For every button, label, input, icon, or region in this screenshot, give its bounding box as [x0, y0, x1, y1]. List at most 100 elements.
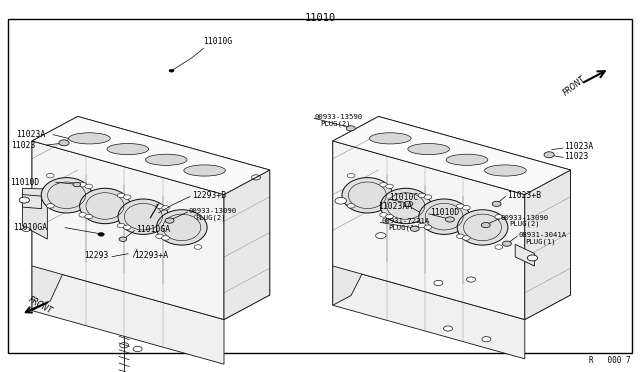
Text: PLUG(2): PLUG(2)	[195, 214, 226, 221]
Ellipse shape	[457, 210, 508, 245]
Polygon shape	[515, 244, 534, 266]
Text: 11023A: 11023A	[16, 130, 45, 139]
Polygon shape	[333, 141, 525, 320]
Text: 11010D: 11010D	[430, 208, 460, 217]
Circle shape	[418, 223, 426, 228]
Circle shape	[346, 126, 355, 131]
Circle shape	[481, 222, 490, 228]
Ellipse shape	[369, 133, 411, 144]
Circle shape	[59, 140, 69, 146]
Polygon shape	[333, 241, 378, 305]
Circle shape	[380, 213, 387, 217]
Text: 12293: 12293	[84, 251, 109, 260]
Text: PLUG(1): PLUG(1)	[525, 238, 556, 245]
Circle shape	[467, 277, 476, 282]
Text: PLUG(2): PLUG(2)	[320, 120, 351, 127]
Circle shape	[22, 227, 30, 232]
Polygon shape	[32, 141, 224, 320]
Text: R   000 7: R 000 7	[589, 356, 630, 365]
Text: PLUG(1): PLUG(1)	[388, 224, 419, 231]
Polygon shape	[22, 195, 42, 209]
Text: 11023: 11023	[12, 141, 36, 150]
Polygon shape	[333, 116, 570, 195]
Circle shape	[444, 326, 452, 331]
Ellipse shape	[79, 188, 131, 224]
Ellipse shape	[145, 154, 187, 166]
Circle shape	[495, 245, 502, 249]
Circle shape	[482, 337, 491, 342]
Text: 11023+B: 11023+B	[507, 191, 541, 200]
Text: 08931-7221A: 08931-7221A	[381, 218, 429, 224]
Text: 11010G: 11010G	[204, 38, 233, 46]
Circle shape	[410, 226, 419, 231]
Ellipse shape	[156, 210, 207, 245]
Text: 11010C: 11010C	[389, 193, 419, 202]
Text: PLUG(2): PLUG(2)	[509, 221, 540, 227]
Ellipse shape	[380, 188, 431, 224]
Polygon shape	[22, 188, 47, 239]
Polygon shape	[224, 170, 269, 320]
Polygon shape	[77, 116, 269, 295]
Text: 00933-13590: 00933-13590	[315, 114, 363, 120]
Circle shape	[527, 255, 538, 261]
Polygon shape	[333, 266, 525, 359]
Polygon shape	[333, 241, 570, 320]
Polygon shape	[32, 266, 224, 364]
Circle shape	[47, 203, 54, 208]
Ellipse shape	[446, 154, 488, 166]
Circle shape	[492, 201, 501, 206]
Circle shape	[335, 198, 346, 204]
Text: 11023A: 11023A	[564, 142, 594, 151]
Circle shape	[19, 197, 29, 203]
Text: 00933-13090: 00933-13090	[500, 215, 548, 221]
Circle shape	[456, 204, 464, 208]
Text: 11010GA: 11010GA	[13, 223, 47, 232]
Circle shape	[194, 215, 202, 219]
Circle shape	[117, 223, 125, 228]
Circle shape	[162, 206, 170, 210]
Polygon shape	[32, 116, 269, 195]
Ellipse shape	[68, 133, 110, 144]
Ellipse shape	[342, 177, 393, 213]
Circle shape	[502, 241, 511, 246]
Ellipse shape	[419, 199, 470, 234]
Circle shape	[445, 217, 454, 222]
Circle shape	[424, 195, 432, 199]
Circle shape	[404, 201, 413, 206]
Circle shape	[85, 184, 93, 189]
Ellipse shape	[107, 144, 148, 155]
Ellipse shape	[484, 165, 526, 176]
Ellipse shape	[184, 165, 225, 176]
Text: 11010D: 11010D	[10, 178, 39, 187]
Circle shape	[544, 152, 554, 158]
Circle shape	[380, 183, 387, 187]
Circle shape	[348, 173, 355, 178]
Circle shape	[79, 183, 86, 187]
Text: 11023: 11023	[564, 152, 589, 161]
Polygon shape	[32, 116, 77, 266]
Circle shape	[124, 195, 131, 199]
Polygon shape	[525, 170, 570, 320]
Circle shape	[85, 214, 93, 219]
Polygon shape	[378, 116, 570, 295]
Ellipse shape	[408, 144, 449, 155]
Circle shape	[156, 234, 163, 238]
Text: FRONT: FRONT	[561, 75, 588, 98]
Circle shape	[463, 206, 470, 210]
Circle shape	[124, 225, 131, 230]
Text: 11010: 11010	[305, 13, 335, 23]
Polygon shape	[32, 241, 269, 320]
Circle shape	[73, 182, 81, 187]
Text: 00933-13090: 00933-13090	[188, 208, 236, 214]
Circle shape	[169, 69, 174, 72]
Circle shape	[348, 203, 355, 208]
Ellipse shape	[118, 199, 169, 234]
Circle shape	[162, 236, 170, 240]
Circle shape	[119, 237, 127, 241]
Text: 08931-3041A: 08931-3041A	[518, 232, 566, 238]
Text: 12293+B: 12293+B	[192, 191, 226, 200]
Circle shape	[165, 218, 174, 223]
Text: 11023AA: 11023AA	[378, 202, 412, 211]
Ellipse shape	[41, 177, 92, 213]
Circle shape	[79, 213, 86, 217]
